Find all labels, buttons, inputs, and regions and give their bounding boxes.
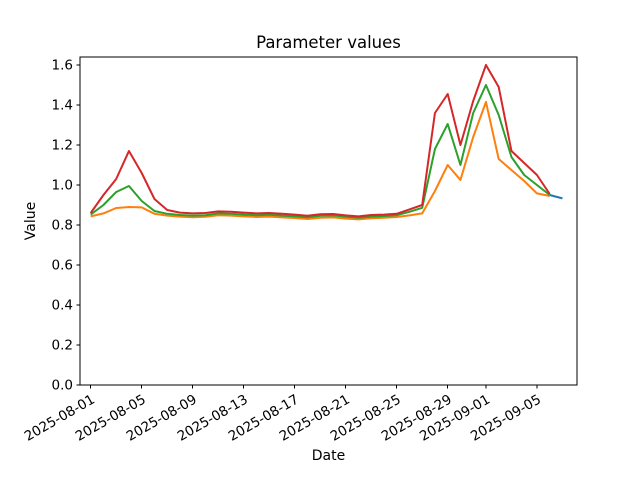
series-line-red [89,64,551,218]
x-axis-ticks: 2025-08-012025-08-052025-08-092025-08-13… [22,385,544,445]
x-axis-label: Date [312,448,345,464]
series-line-green [90,84,551,219]
y-tick-label: 0.4 [52,298,73,314]
plot-area [80,57,577,385]
y-tick-label: 1.4 [52,98,73,114]
y-tick-label: 1.6 [52,58,73,74]
y-axis-label: Value [23,202,39,240]
y-tick-label: 1.0 [52,178,73,194]
y-tick-label: 0.2 [52,338,73,354]
y-tick-label: 0.8 [52,218,73,234]
chart-title: Parameter values [256,33,401,52]
series-line-blue [549,194,563,200]
axes-box [79,56,578,386]
y-axis-ticks: 0.0 0.2 0.4 0.6 0.8 1.0 1.2 1.4 1.6 [52,58,80,394]
y-tick-label: 0.0 [52,378,73,394]
series-group [89,64,563,221]
y-tick-label: 1.2 [52,138,73,154]
series-line-orange [90,101,550,221]
y-tick-label: 0.6 [52,258,73,274]
